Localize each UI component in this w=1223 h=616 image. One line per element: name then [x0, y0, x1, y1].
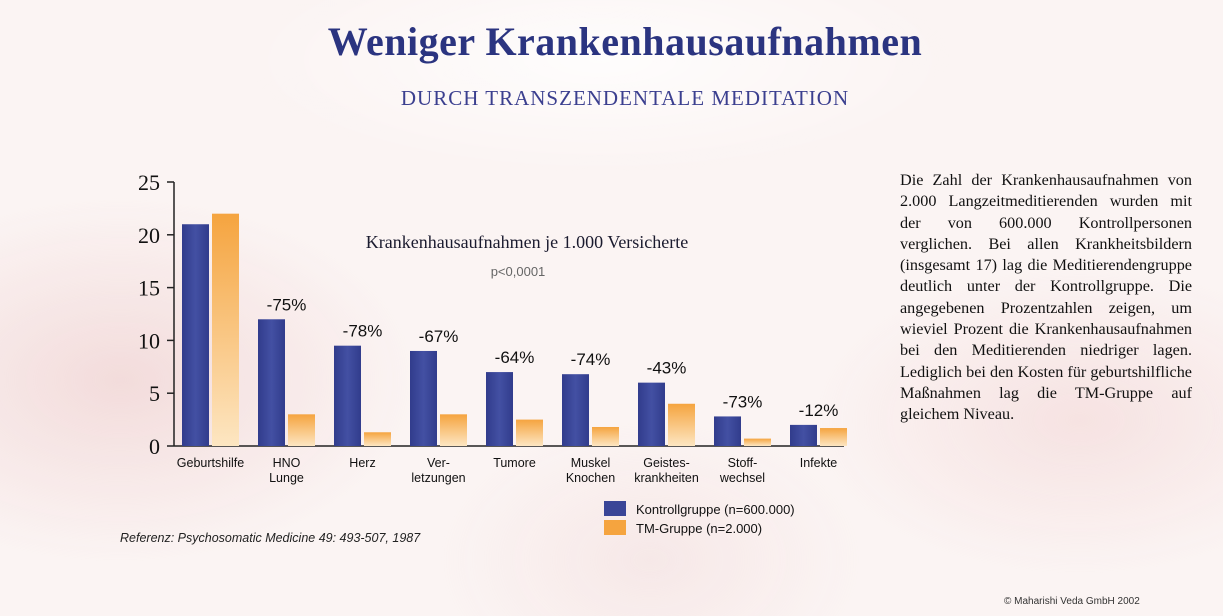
page-title: Weniger Krankenhausaufnahmen: [327, 19, 923, 64]
bar-tm-gruppe: [516, 419, 543, 446]
x-tick-label: Muskel Knochen: [566, 456, 615, 485]
bar-tm-gruppe: [592, 426, 619, 446]
bar-kontrollgruppe: [182, 224, 209, 446]
percent-data-label: -75%: [267, 295, 307, 314]
bar-kontrollgruppe: [562, 374, 589, 446]
percent-data-label: -78%: [343, 322, 383, 341]
bar-tm-gruppe: [364, 432, 391, 446]
y-tick-label: 15: [138, 276, 160, 301]
p-value-annotation: p<0,0001: [491, 264, 546, 279]
bar-kontrollgruppe: [638, 382, 665, 446]
x-tick-label: Geburtshilfe: [177, 456, 244, 470]
bar-kontrollgruppe: [258, 319, 285, 446]
bar-tm-gruppe: [288, 414, 315, 446]
x-tick-label: Herz: [349, 456, 375, 470]
x-tick-label: Infekte: [800, 456, 838, 470]
bar-tm-gruppe: [744, 438, 771, 446]
percent-data-label: -64%: [495, 348, 535, 367]
y-tick-label: 10: [138, 328, 160, 353]
percent-data-label: -67%: [419, 327, 459, 346]
x-tick-label: Geistes-krankheiten: [634, 456, 699, 485]
percent-data-label: -73%: [723, 392, 763, 411]
reference-citation: Referenz: Psychosomatic Medicine 49: 493…: [120, 531, 421, 545]
chart-labels: Geburtshilfe HNO Lunge -75% Herz -78% Ver-letz…: [177, 295, 839, 485]
legend-label: Kontrollgruppe (n=600.000): [636, 502, 795, 517]
x-tick-label: Tumore: [493, 456, 536, 470]
chart-bars: [182, 213, 847, 446]
bar-kontrollgruppe: [486, 372, 513, 446]
percent-data-label: -43%: [647, 359, 687, 378]
y-tick-label: 5: [149, 381, 160, 406]
bar-tm-gruppe: [820, 428, 847, 446]
chart-legend: Kontrollgruppe (n=600.000) TM-Gruppe (n=2…: [604, 501, 795, 536]
bar-kontrollgruppe: [410, 350, 437, 446]
x-tick-label: Ver-letzungen: [411, 456, 465, 485]
page-subtitle: DURCH TRANSZENDENTALE MEDITATION: [400, 86, 850, 110]
bar-chart: 0 5 10 15 20 25 Geburtshilfe HNO Lunge -75% Herz -…: [138, 170, 847, 536]
legend-swatch-kontrollgruppe: [604, 501, 626, 516]
percent-data-label: -12%: [799, 401, 839, 420]
bar-kontrollgruppe: [334, 345, 361, 446]
chart-title: Krankenhausaufnahmen je 1.000 Versichert…: [366, 232, 689, 252]
bar-kontrollgruppe: [714, 416, 741, 446]
y-tick-label: 20: [138, 223, 160, 248]
y-tick-label: 25: [138, 170, 160, 195]
legend-swatch-tm-gruppe: [604, 520, 626, 535]
x-tick-label: Stoff-wechsel: [719, 456, 765, 485]
bar-tm-gruppe: [440, 414, 467, 446]
bar-tm-gruppe: [212, 213, 239, 446]
percent-data-label: -74%: [571, 350, 611, 369]
y-tick-label: 0: [149, 434, 160, 459]
legend-label: TM-Gruppe (n=2.000): [636, 521, 762, 536]
bar-tm-gruppe: [668, 403, 695, 446]
bar-kontrollgruppe: [790, 424, 817, 446]
description-text: Die Zahl der Krankenhausaufnahmen von 2.…: [900, 171, 1192, 424]
x-tick-label: HNO Lunge: [269, 456, 304, 485]
copyright-notice: © Maharishi Veda GmbH 2002: [1004, 596, 1140, 607]
